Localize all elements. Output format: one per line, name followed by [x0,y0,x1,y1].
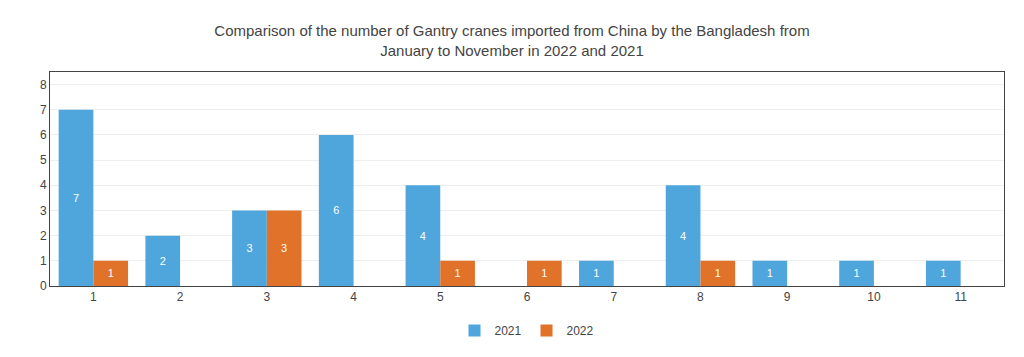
svg-text:2022: 2022 [567,324,594,338]
svg-text:10: 10 [867,290,881,304]
svg-text:1: 1 [541,267,547,279]
svg-text:1: 1 [940,267,946,279]
svg-text:2: 2 [177,290,184,304]
svg-text:4: 4 [420,230,426,242]
svg-text:11: 11 [954,290,967,304]
svg-text:6: 6 [524,290,531,304]
svg-text:2021: 2021 [495,324,522,338]
svg-text:6: 6 [40,128,47,142]
svg-text:1: 1 [715,267,721,279]
svg-text:4: 4 [40,178,47,192]
svg-text:2: 2 [160,255,166,267]
svg-text:2: 2 [40,229,47,243]
svg-text:8: 8 [40,78,47,92]
svg-text:Comparison of the number of Ga: Comparison of the number of Gantry crane… [214,22,809,59]
svg-text:7: 7 [73,192,79,204]
svg-text:1: 1 [90,290,97,304]
svg-text:7: 7 [610,290,617,304]
svg-text:1: 1 [767,267,773,279]
svg-text:9: 9 [784,290,791,304]
svg-text:1: 1 [455,267,461,279]
svg-text:7: 7 [40,103,47,117]
svg-text:6: 6 [333,204,339,216]
svg-text:0: 0 [40,279,47,293]
svg-text:8: 8 [697,290,704,304]
svg-text:1: 1 [854,267,860,279]
svg-text:1: 1 [108,267,114,279]
svg-text:3: 3 [40,204,47,218]
svg-text:1: 1 [40,254,47,268]
svg-text:3: 3 [246,242,252,254]
svg-text:3: 3 [263,290,270,304]
svg-text:5: 5 [437,290,444,304]
svg-text:3: 3 [281,242,287,254]
svg-text:4: 4 [350,290,357,304]
svg-text:5: 5 [40,153,47,167]
svg-text:1: 1 [593,267,599,279]
svg-text:4: 4 [680,230,686,242]
